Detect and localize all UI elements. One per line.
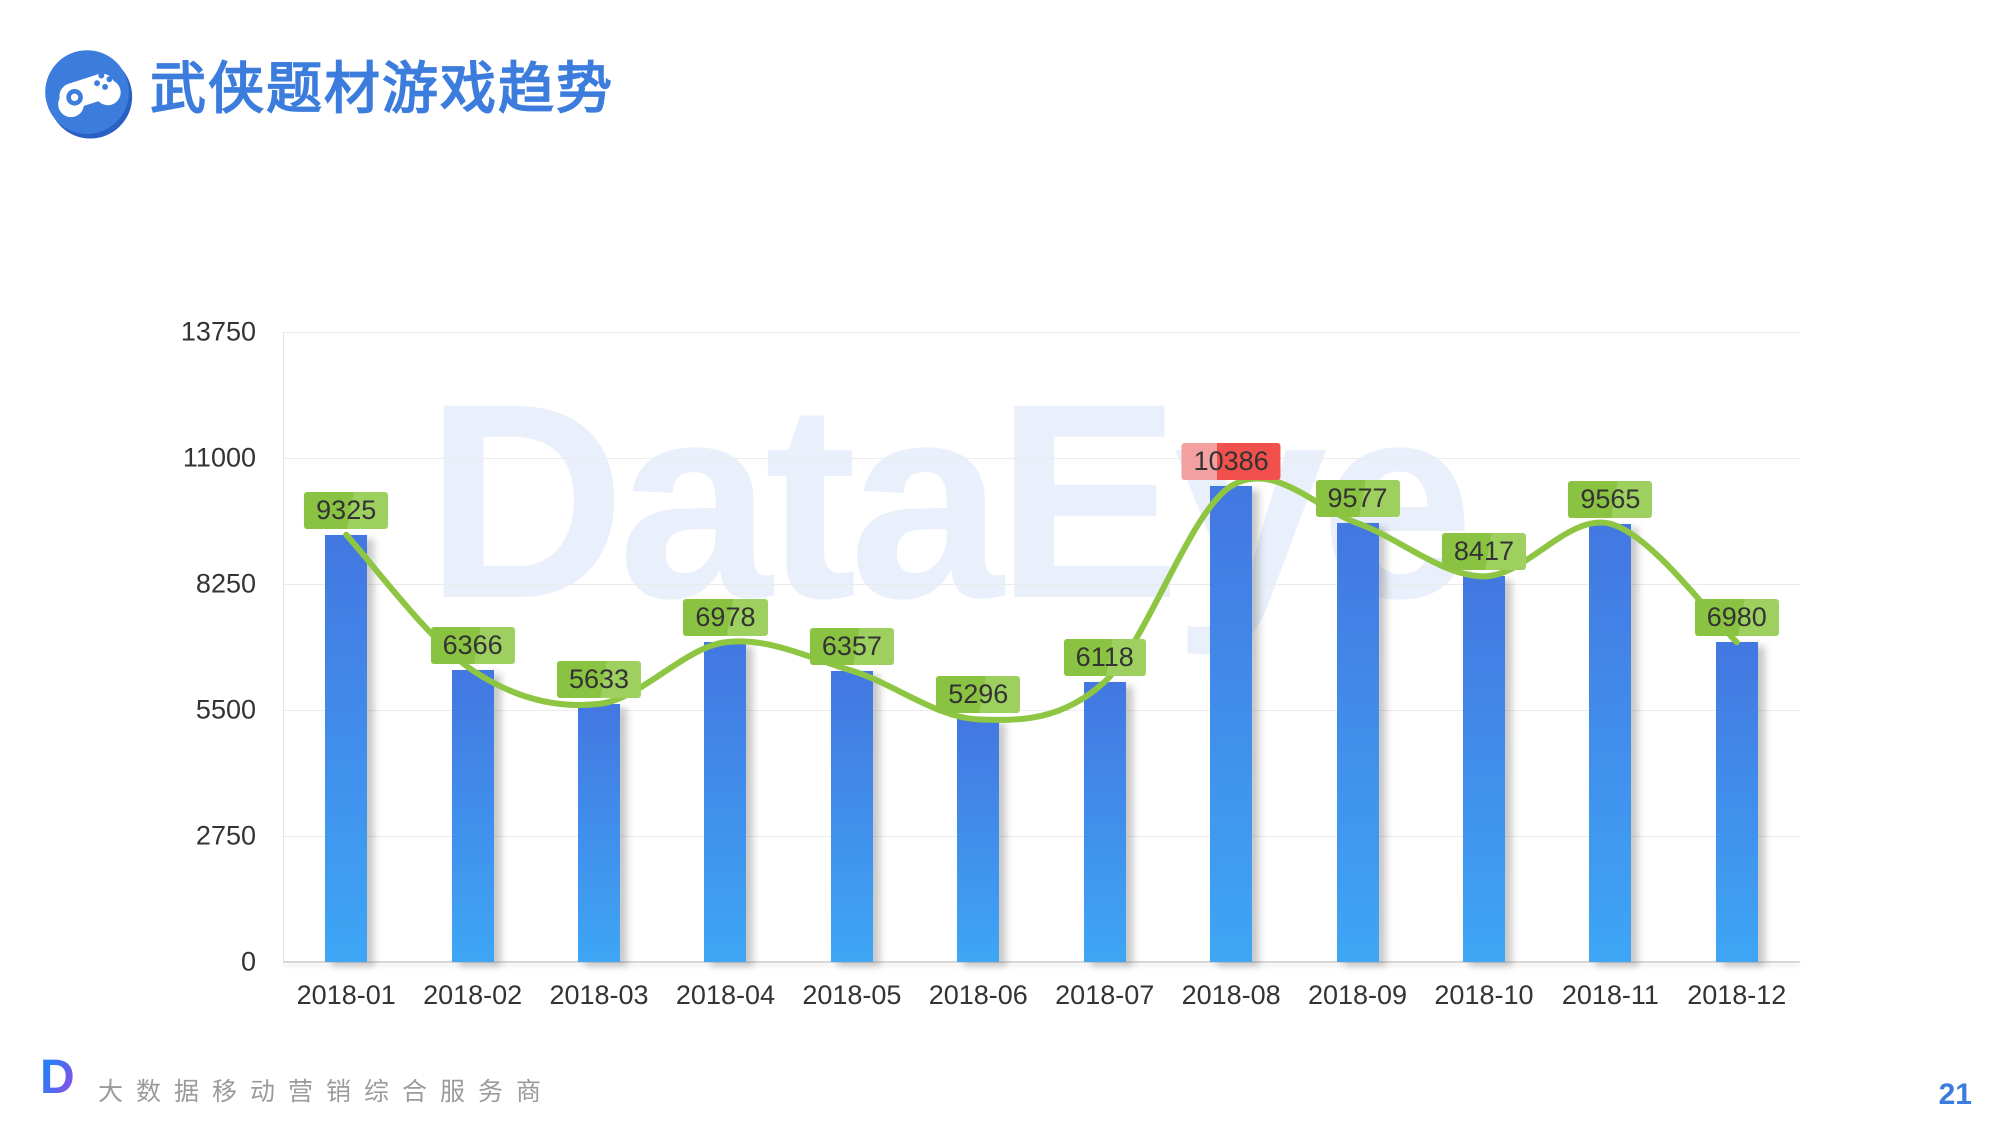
bar-2018-01 — [325, 534, 368, 962]
bar-2018-07 — [1083, 681, 1126, 962]
value-label-2018-10: 8417 — [1441, 533, 1526, 571]
x-tick-label: 2018-04 — [675, 980, 775, 1010]
value-label-2018-04: 6978 — [683, 599, 768, 637]
x-tick-label: 2018-08 — [1181, 980, 1281, 1010]
y-tick-label: 8250 — [195, 568, 256, 599]
gridline — [283, 584, 1800, 585]
dataeye-logo: D — [40, 1051, 75, 1104]
y-tick-label: 11000 — [182, 442, 256, 473]
page-title: 武侠题材游戏趋势 — [150, 57, 614, 120]
gridline — [283, 710, 1800, 711]
bar-2018-03 — [578, 703, 621, 962]
y-tick-label: 13750 — [180, 316, 256, 347]
bar-2018-04 — [704, 642, 747, 962]
gridline — [283, 332, 1800, 333]
gridline — [283, 836, 1800, 837]
bar-2018-06 — [957, 719, 1000, 962]
page-number: 21 — [1938, 1078, 1972, 1111]
x-tick-label: 2018-10 — [1434, 980, 1534, 1010]
x-tick-label: 2018-02 — [423, 980, 523, 1010]
x-tick-label: 2018-05 — [802, 980, 902, 1010]
value-label-2018-09: 9577 — [1315, 480, 1400, 518]
gridline — [283, 458, 1800, 459]
value-label-2018-05: 6357 — [809, 627, 894, 665]
value-label-2018-01: 9325 — [304, 491, 389, 529]
x-tick-label: 2018-09 — [1307, 980, 1408, 1010]
dataeye-watermark: DataEye — [425, 345, 1474, 656]
bar-2018-05 — [830, 670, 873, 962]
y-tick-label: 0 — [240, 946, 256, 977]
x-tick-label: 2018-03 — [549, 980, 649, 1010]
x-axis-line — [283, 961, 1800, 963]
x-tick-label: 2018-06 — [928, 980, 1028, 1010]
x-tick-label: 2018-11 — [1561, 980, 1659, 1010]
value-label-2018-07: 6118 — [1063, 638, 1146, 676]
value-label-2018-08: 10386 — [1181, 443, 1281, 481]
bar-2018-12 — [1715, 642, 1758, 962]
bar-2018-11 — [1589, 523, 1632, 962]
value-label-2018-11: 9565 — [1568, 480, 1653, 518]
bar-2018-02 — [451, 670, 494, 962]
value-label-2018-12: 6980 — [1694, 599, 1779, 637]
y-axis-line — [283, 332, 284, 962]
value-label-2018-02: 6366 — [430, 627, 515, 665]
value-label-2018-03: 5633 — [556, 660, 642, 698]
footer-tagline: 大数据移动营销综合服务商 — [98, 1078, 555, 1106]
bar-2018-08 — [1210, 486, 1253, 962]
value-label-2018-06: 5296 — [936, 676, 1021, 714]
x-tick-label: 2018-07 — [1055, 980, 1155, 1010]
bar-2018-10 — [1462, 576, 1505, 962]
x-tick-label: 2018-01 — [296, 980, 396, 1010]
y-tick-label: 2750 — [195, 820, 256, 851]
bar-2018-09 — [1336, 523, 1379, 962]
y-axis: 0 2750 5500 8250 11000 13750 — [0, 317, 268, 977]
trend-line — [343, 475, 1740, 723]
x-tick-label: 2018-12 — [1687, 980, 1787, 1010]
y-tick-label: 5500 — [195, 694, 256, 725]
trend-chart: 2018-01 2018-02 2018-03 2018-04 2018-05 2018-… — [283, 332, 1800, 1010]
gamepad-icon — [45, 50, 133, 139]
